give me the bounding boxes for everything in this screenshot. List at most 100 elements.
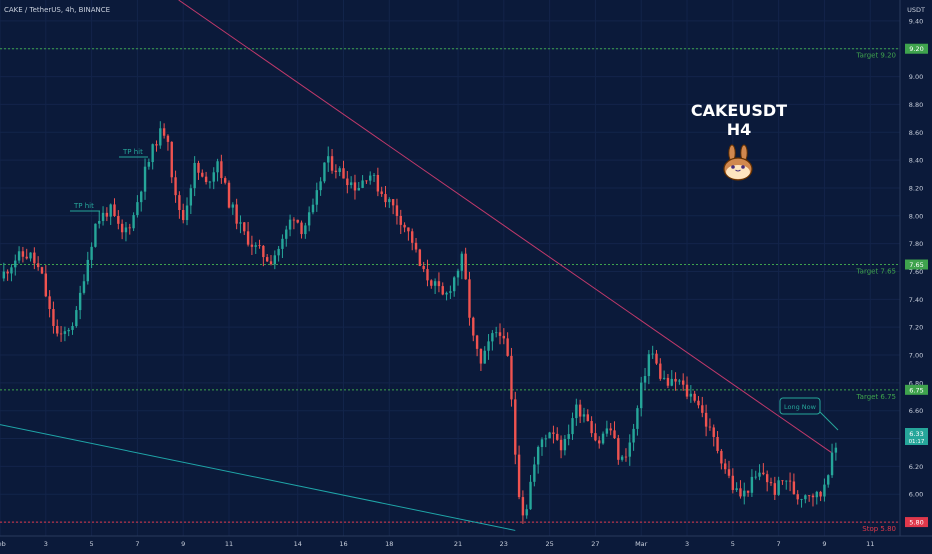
candle-body: [75, 310, 78, 327]
candle-body: [136, 202, 139, 216]
time-tick-label: 21: [454, 540, 462, 548]
candle-body: [212, 172, 215, 182]
price-tick-label: 9.40: [909, 17, 923, 25]
candle-body: [208, 181, 212, 183]
candle-body: [132, 215, 135, 229]
candle-body: [479, 348, 483, 364]
candle-body: [536, 447, 540, 465]
candle-body: [174, 177, 177, 196]
candle-body: [304, 225, 307, 235]
candle-body: [63, 331, 67, 334]
candle-body: [90, 246, 93, 260]
price-tick-label: 7.60: [909, 268, 923, 276]
candle-body: [391, 199, 395, 206]
candle-body: [552, 432, 555, 434]
time-tick-label: 5: [731, 540, 735, 548]
candle-body: [140, 191, 143, 203]
candle-body: [201, 172, 204, 177]
candle-body: [506, 338, 509, 356]
candle-body: [464, 253, 467, 280]
candle-body: [521, 497, 525, 516]
candle-body: [758, 472, 761, 477]
candle-body: [128, 227, 131, 229]
candle-body: [525, 509, 528, 516]
price-tick-label: 7.80: [909, 240, 923, 248]
candle-body: [609, 428, 612, 431]
level-price-tag-value: 6.75: [909, 386, 923, 394]
candle-body: [239, 222, 242, 224]
candle-body: [575, 404, 578, 419]
candle-body: [59, 333, 63, 335]
candle-body: [445, 292, 448, 295]
candle-body: [830, 452, 834, 476]
level-label: Stop 5.80: [862, 525, 896, 533]
candle-body: [17, 251, 21, 261]
candle-body: [117, 216, 120, 224]
candle-body: [399, 215, 402, 225]
candle-body: [300, 222, 303, 235]
candle-body: [662, 377, 666, 379]
candle-body: [827, 475, 830, 485]
candle-body: [613, 430, 616, 439]
candle-body: [712, 427, 715, 437]
candle-body: [651, 353, 654, 355]
candle-body: [197, 162, 200, 173]
price-tick-label: 6.00: [909, 491, 923, 499]
candle-body: [14, 260, 17, 268]
candle-body: [571, 418, 574, 435]
candle-body: [785, 480, 788, 482]
candle-body: [441, 286, 444, 295]
price-tick-label: 6.80: [909, 379, 923, 387]
candle-body: [29, 252, 32, 259]
candle-body: [655, 353, 658, 364]
level-label: Target 6.75: [856, 393, 896, 401]
title-line-1: CAKEUSDT: [691, 101, 787, 120]
candle-body: [697, 400, 700, 406]
candle-body: [605, 428, 609, 434]
candle-body: [189, 188, 193, 206]
candle-body: [113, 204, 116, 217]
candle-body: [682, 380, 685, 385]
candle-body: [800, 499, 803, 501]
candle-body: [491, 333, 494, 342]
candle-body: [216, 161, 219, 173]
candle-body: [769, 482, 773, 484]
currency-label: USDT: [907, 6, 925, 14]
candle-body: [640, 382, 643, 409]
candle-body: [701, 405, 704, 413]
candle-body: [361, 180, 364, 188]
candle-body: [788, 480, 792, 482]
candle-body: [586, 414, 589, 422]
time-tick-label: 11: [225, 540, 233, 548]
candle-body: [296, 219, 299, 223]
level-price-tag-value: 7.65: [909, 261, 923, 269]
candle-body: [395, 205, 399, 216]
tp-hit-label-2: TP hit: [122, 148, 143, 156]
candle-body: [323, 162, 326, 182]
candle-body: [628, 442, 631, 457]
candle-body: [437, 281, 441, 287]
candle-body: [327, 156, 330, 163]
candle-body: [514, 399, 517, 455]
candle-body: [487, 341, 490, 351]
candle-body: [52, 309, 55, 326]
candle-body: [670, 378, 673, 386]
candle-body: [170, 141, 173, 178]
candle-body: [460, 253, 464, 271]
candle-body: [147, 162, 151, 167]
candle-body: [807, 495, 811, 497]
candle-body: [36, 263, 40, 268]
candle-body: [452, 277, 456, 292]
candle-body: [204, 176, 208, 182]
level-price-tag: [905, 384, 928, 395]
price-tick-label: 7.20: [909, 324, 923, 332]
candle-body: [533, 464, 536, 482]
candle-body: [666, 377, 670, 386]
candle-body: [674, 378, 677, 382]
candle-body: [502, 335, 506, 339]
candle-body: [353, 182, 357, 191]
time-axis[interactable]: [0, 536, 900, 550]
candle-body: [422, 265, 425, 270]
